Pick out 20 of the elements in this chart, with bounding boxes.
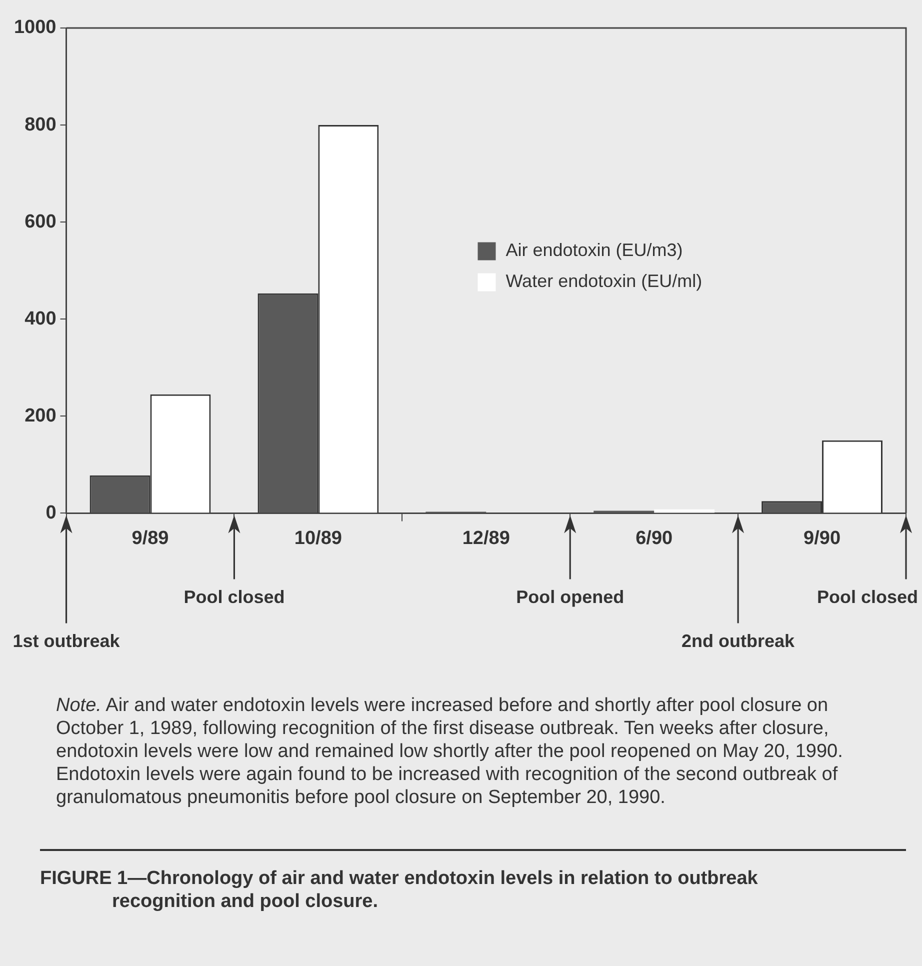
text: Pool opened [516, 587, 624, 608]
x-tick-label: 9/89 [132, 528, 169, 549]
y-tick-label: 1000 [14, 17, 56, 38]
x-tick-label: 9/90 [804, 528, 841, 549]
text: FIGURE 1—Chronology of air and water endotoxin levels in relation to outbreak recognition and pool closure. [40, 867, 759, 913]
y-tick-label: 0 [46, 502, 56, 524]
text: Note. Air and water endotoxin levels were increased before and shortly after pool closure on October 1, 1989, following recognition of the first disease outbreak. Ten weeks after closure, endotoxin levels were low and remained low shortly after the pool reopened on May 20, 1990. Endotoxin levels were again found to be increased with recognition of the second outbreak of granulomatous pneumonitis before pool closure on September 20, 1990. [56, 694, 844, 809]
text: Pool closed [184, 587, 285, 608]
y-tick-label: 800 [24, 114, 56, 136]
y-tick-label: 200 [24, 405, 56, 426]
x-tick-label: 6/90 [636, 528, 673, 549]
text: 1st outbreak [12, 631, 121, 652]
x-tick-label: 12/89 [462, 528, 510, 549]
legend-label: Air endotoxin (EU/m3) [506, 240, 683, 260]
y-tick-label: 400 [24, 308, 56, 330]
legend-label: Water endotoxin (EU/ml) [506, 271, 702, 292]
text: Pool closed [816, 587, 918, 608]
text: 2nd outbreak [682, 631, 796, 652]
y-tick-label: 600 [24, 211, 56, 232]
x-tick-label: 10/89 [294, 528, 342, 549]
